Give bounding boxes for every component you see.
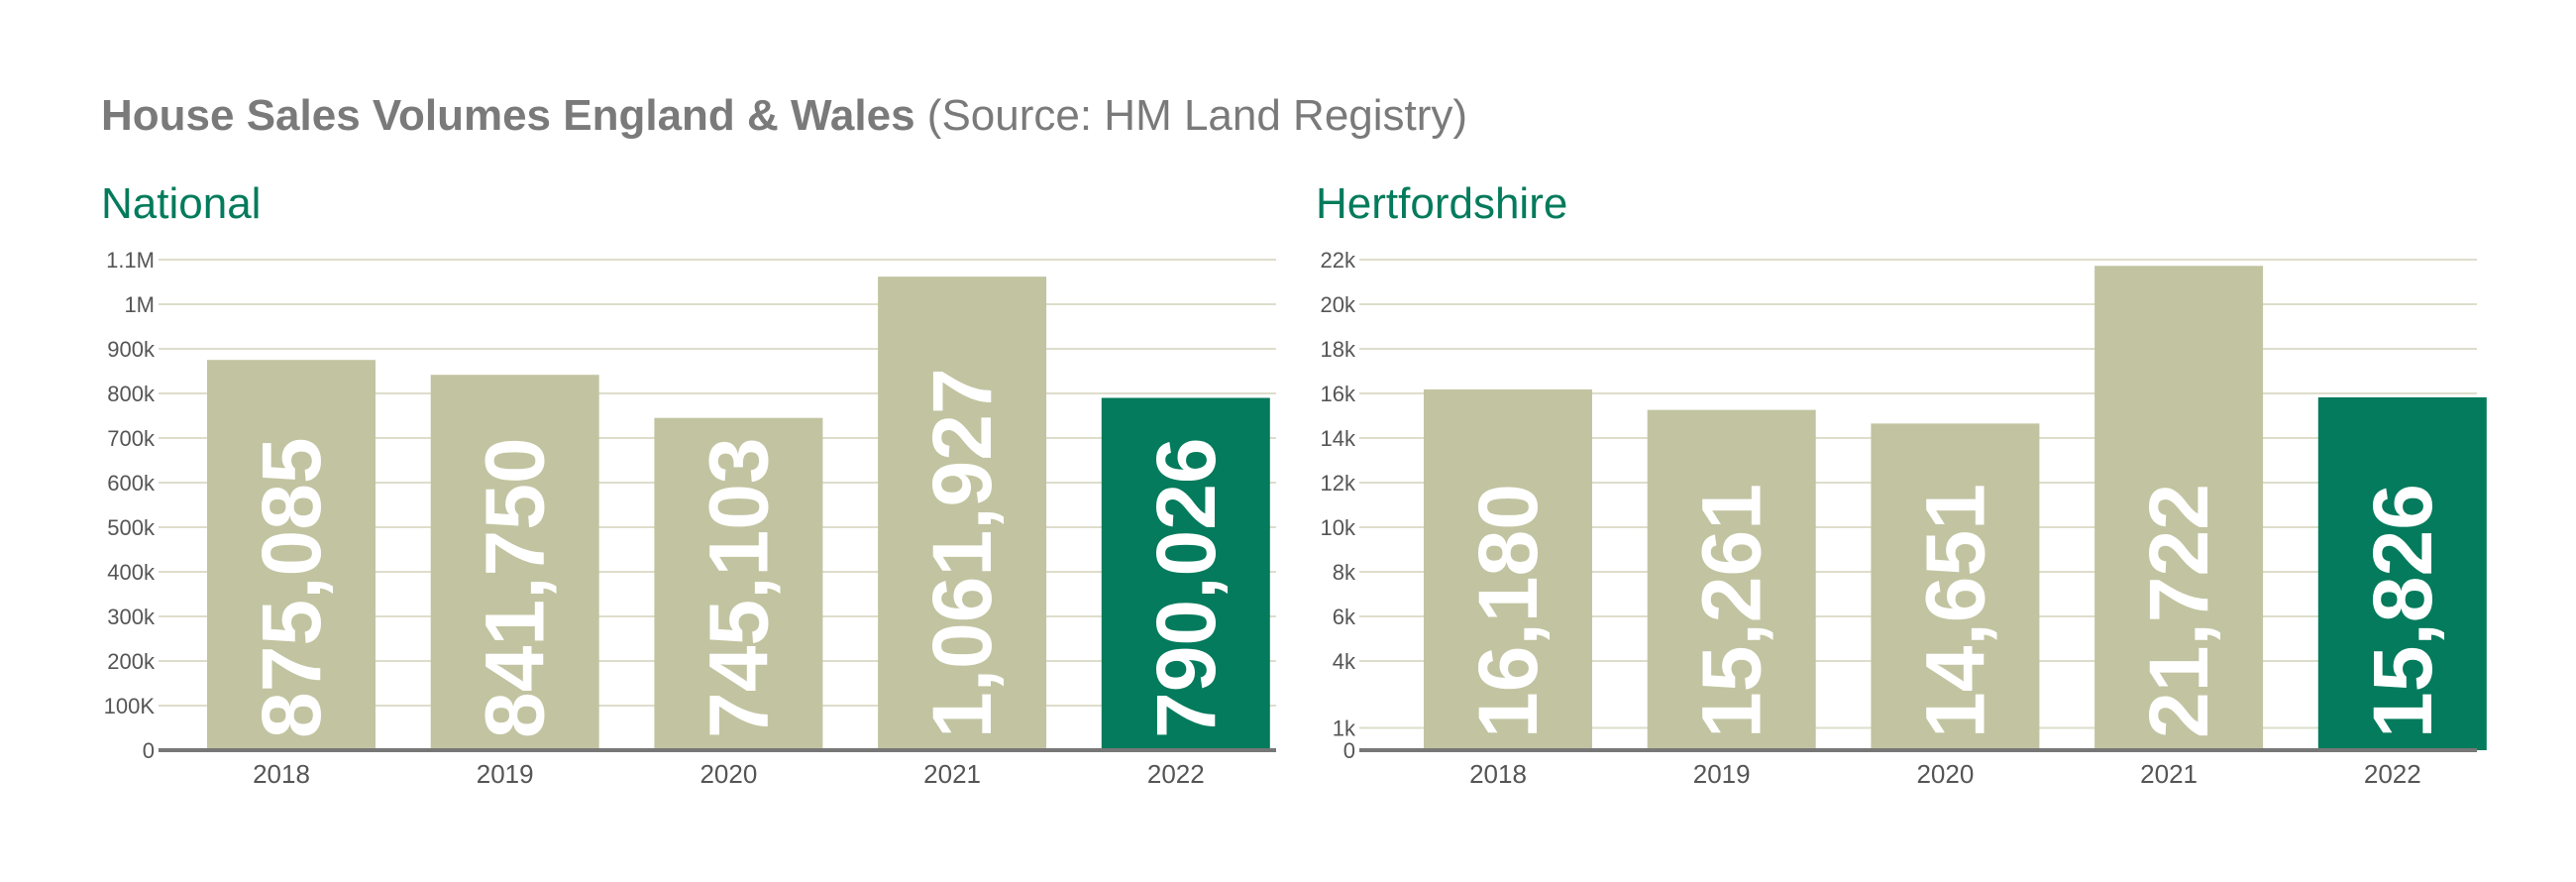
hertfordshire-y-tick-label: 6k [1333,605,1356,629]
national-y-tick-label: 0 [143,738,155,763]
hertfordshire-value-label: 14,651 [1908,484,2001,738]
hertfordshire-y-tick-label: 14k [1321,426,1356,451]
national-x-tick-label: 2020 [699,759,757,789]
national-x-tick-label: 2022 [1147,759,1205,789]
national-y-tick-label: 300k [107,605,156,629]
national-bar-2022 [1101,397,1270,750]
hertfordshire-y-tick-label: 18k [1321,337,1356,362]
hertfordshire-y-tick-label: 22k [1321,248,1356,273]
page-title: House Sales Volumes England & Wales (Sou… [101,91,1467,141]
hertfordshire-bar-2020 [1871,423,2040,750]
hertfordshire-y-tick-label: 0 [1343,738,1355,763]
hertfordshire-value-label: 16,180 [1461,484,1555,738]
hertfordshire-x-tick-label: 2020 [1916,759,1974,789]
national-x-tick-label: 2019 [477,759,534,789]
national-y-tick-label: 400k [107,560,156,585]
national-x-tick-label: 2021 [923,759,981,789]
hertfordshire-y-tick-label: 12k [1321,471,1356,496]
national-y-tick-label: 1M [124,292,155,317]
title-main: House Sales Volumes England & Wales [101,91,915,140]
national-y-tick-label: 600k [107,471,156,496]
hertfordshire-value-label: 21,722 [2132,484,2225,738]
hertfordshire-x-tick-label: 2019 [1693,759,1751,789]
title-source: (Source: HM Land Registry) [914,91,1468,140]
hertfordshire-bar-2021 [2094,266,2264,750]
hertfordshire-bar-2018 [1424,388,1592,750]
national-y-tick-label: 700k [107,426,156,451]
hertfordshire-bar-2019 [1647,409,1816,750]
hertfordshire-y-tick-label: 8k [1333,560,1356,585]
national-y-tick-label: 200k [107,649,156,674]
national-value-label: 875,085 [245,437,338,738]
hertfordshire-x-tick-label: 2021 [2140,759,2198,789]
national-bar-2019 [430,375,599,750]
hertfordshire-y-tick-label: 16k [1321,382,1356,406]
national-bar-2020 [654,417,823,750]
hertfordshire-y-tick-label: 20k [1321,292,1356,317]
national-value-label: 745,103 [692,437,785,738]
hertfordshire-value-label: 15,261 [1685,484,1778,738]
national-y-tick-label: 900k [107,337,156,362]
national-y-tick-label: 800k [107,382,156,406]
hertfordshire-bar-2022 [2317,396,2487,750]
hertfordshire-value-label: 15,826 [2356,484,2449,738]
national-bar-2021 [878,276,1047,750]
hertfordshire-chart-title: Hertfordshire [1316,179,1567,228]
national-value-label: 1,061,927 [915,368,1009,738]
national-value-label: 790,026 [1139,437,1233,738]
national-bar-2018 [207,360,376,750]
hertfordshire-x-tick-label: 2018 [1469,759,1527,789]
national-chart-title: National [101,179,261,228]
national-value-label: 841,750 [469,437,562,738]
national-y-tick-label: 1.1M [106,248,155,273]
hertfordshire-y-tick-label: 10k [1321,515,1356,540]
hertfordshire-y-tick-label: 4k [1333,649,1356,674]
national-y-tick-label: 500k [107,515,156,540]
hertfordshire-y-tick-label: 1k [1333,717,1356,741]
national-x-tick-label: 2018 [253,759,310,789]
hertfordshire-x-tick-label: 2022 [2364,759,2421,789]
national-y-tick-label: 100K [104,694,156,718]
